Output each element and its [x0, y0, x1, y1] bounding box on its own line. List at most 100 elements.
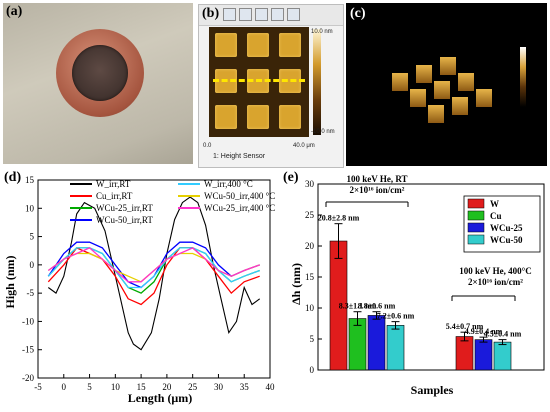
pillar [247, 105, 269, 129]
bar [474, 339, 493, 371]
legend-label: W_irr,RT [96, 179, 131, 189]
pillar [215, 33, 237, 57]
legend-label: Cu [490, 211, 502, 221]
bar-value-label: 8.3±1.1 nm [339, 302, 377, 311]
bar-value-label: 20.8±2.8 nm [318, 214, 360, 223]
y-tick-label: 10 [25, 203, 35, 213]
y-axis-label: High (nm) [3, 255, 17, 308]
group-condition-label: 100 keV He, 400°C [459, 266, 531, 276]
sample-photo [3, 3, 193, 164]
bar-value-label: 7.2±0.6 nm [377, 312, 415, 321]
y-tick-label: -15 [22, 345, 34, 355]
y-tick-label: 15 [25, 175, 35, 185]
y-tick-label: 0 [30, 260, 35, 270]
x-tick-label: 20 [162, 382, 172, 392]
pillar [279, 105, 301, 129]
legend-label: Cu_irr,RT [96, 191, 133, 201]
x-tick-label: 0 [62, 382, 67, 392]
x-tick-label: -5 [34, 382, 42, 392]
bar-value-label: 8.8±0.6 nm [358, 302, 396, 311]
bar [386, 325, 405, 371]
pillar-3d [434, 81, 450, 99]
afm-height-panel: 10.0 nm -10.0 nm 0.0 40.0 μm 1: Height S… [198, 4, 344, 168]
pillar-3d [440, 57, 456, 75]
legend-label: WCu-25 [490, 223, 523, 233]
pillar-3d [476, 89, 492, 107]
x-tick-label: 25 [188, 382, 198, 392]
x-tick-label: 10 [111, 382, 121, 392]
y-tick-label: 0 [310, 365, 315, 375]
afm-toolbar [199, 5, 343, 26]
pillar [215, 105, 237, 129]
dh-bar-chart: Samples Δh (nm) 0 5 10 15 20 25 30 20.8±2.8 nm 8… [289, 174, 545, 397]
legend-swatch [467, 222, 485, 233]
panel-label-b: (b) [202, 6, 220, 21]
y-tick-label: -10 [22, 316, 34, 326]
bar-value-label: 5.4±0.7 nm [446, 322, 484, 331]
pillar-3d [410, 89, 426, 107]
series-line [47, 247, 260, 306]
plot-frame [37, 179, 271, 379]
legend-swatch [467, 210, 485, 221]
afm-axis-start: 0.0 [203, 143, 212, 149]
series-line [47, 252, 260, 283]
x-axis-label: Samples [411, 383, 454, 397]
bar [348, 318, 367, 371]
legend-label: WCu-25_irr,400 °C [204, 203, 275, 213]
x-tick-label: 30 [214, 382, 224, 392]
legend-label: WCu-50_irr,400 °C [204, 191, 275, 201]
legend-swatch [467, 234, 485, 245]
legend-label: W_irr,400 °C [204, 179, 253, 189]
y-tick-label: 5 [310, 334, 315, 344]
x-axis-label: Length (μm) [128, 391, 192, 405]
pillar [247, 33, 269, 57]
y-axis-label: Δh (nm) [289, 263, 303, 305]
toolbar-tool-icon[interactable] [223, 8, 236, 21]
profile-line [213, 79, 305, 82]
y-tick-label: 15 [305, 272, 315, 282]
series-line [47, 247, 260, 283]
legend-swatch [467, 198, 485, 209]
legend-label: W [490, 199, 499, 209]
measure-icon[interactable] [287, 8, 300, 21]
afm-caption: 1: Height Sensor [213, 153, 266, 160]
legend-label: WCu-50 [490, 235, 523, 245]
profile-line-chart: Length (μm) High (nm) -5 0 5 10 15 20 25 30 35 40… [3, 175, 276, 405]
bar-value-label: 4.9±0.4 nm [465, 327, 503, 336]
panel-label-c: (c) [350, 6, 366, 21]
y-tick-label: 5 [30, 232, 35, 242]
y-tick-label: 20 [305, 241, 315, 251]
scale-max-label: 10.0 nm [311, 29, 333, 35]
bar [367, 315, 386, 371]
afm-axis-end: 40.0 μm [293, 143, 315, 149]
y-tick-label: -5 [27, 288, 35, 298]
x-tick-label: 35 [240, 382, 250, 392]
pillar-3d [452, 97, 468, 115]
afm-3d-color-scale [520, 47, 526, 107]
pillar-3d [428, 105, 444, 123]
afm-color-scale [313, 29, 321, 135]
afm-height-image [209, 27, 309, 137]
panel-label-d: (d) [4, 170, 22, 185]
x-tick-label: 40 [266, 382, 276, 392]
irradiated-region [72, 45, 128, 101]
pillar-3d [416, 65, 432, 83]
zoom-out-icon[interactable] [255, 8, 268, 21]
y-tick-label: 25 [305, 210, 315, 220]
y-tick-label: -20 [22, 373, 34, 383]
panel-label-e: (e) [283, 170, 299, 185]
pan-icon[interactable] [271, 8, 284, 21]
x-tick-label: 15 [137, 382, 147, 392]
group-fluence-label: 2×10¹⁶ ion/cm² [468, 277, 523, 287]
afm-3d-panel [346, 3, 547, 166]
zoom-in-icon[interactable] [239, 8, 252, 21]
y-tick-label: 10 [305, 303, 315, 313]
group-condition-label: 100 keV He, RT [346, 174, 407, 184]
bar [493, 341, 512, 371]
legend-label: WCu-50_irr,RT [96, 215, 153, 225]
legend-label: WCu-25_irr,RT [96, 203, 153, 213]
y-tick-label: 30 [305, 179, 315, 189]
panel-label-a: (a) [6, 4, 23, 19]
bar-value-label: 4.5±0.4 nm [484, 330, 522, 339]
bar [455, 336, 474, 371]
